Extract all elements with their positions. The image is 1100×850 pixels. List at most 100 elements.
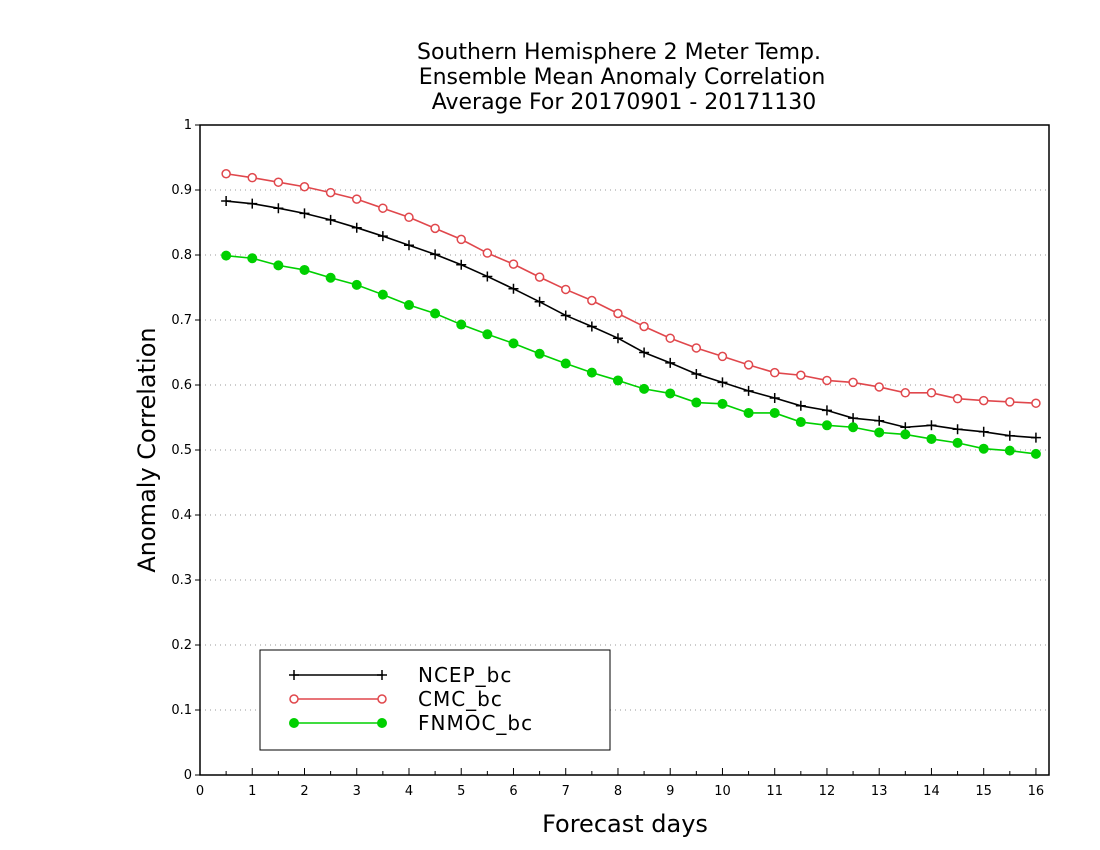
y-tick-label: 0.3	[171, 573, 192, 588]
y-tick-label: 0.9	[171, 183, 192, 198]
x-tick-label: 6	[509, 784, 517, 799]
data-point	[639, 383, 650, 394]
data-point	[586, 321, 597, 332]
data-point	[560, 358, 571, 369]
data-point	[612, 333, 623, 344]
data-point	[247, 253, 258, 264]
series-line	[226, 254, 1037, 455]
legend-entry-NCEP_bc: NCEP_bc	[289, 663, 512, 687]
data-point	[430, 223, 440, 234]
data-point	[221, 196, 232, 207]
data-point	[1031, 398, 1041, 408]
data-point	[430, 249, 441, 260]
data-point	[508, 338, 519, 349]
data-point	[378, 203, 388, 213]
x-tick-label: 16	[1028, 784, 1045, 799]
data-point	[560, 310, 571, 321]
data-point	[691, 368, 702, 379]
data-point	[848, 413, 859, 424]
chart-title-line-3: Average For 20170901 - 20171130	[432, 90, 817, 115]
data-point	[978, 443, 989, 454]
data-point	[821, 405, 832, 416]
data-point	[795, 417, 806, 428]
data-point	[325, 272, 336, 283]
data-point	[874, 415, 885, 426]
data-point	[796, 370, 806, 380]
series-FNMOC_bc	[221, 250, 1041, 459]
data-point	[1030, 448, 1041, 459]
data-point	[743, 385, 754, 396]
data-point	[273, 177, 284, 187]
data-point	[482, 271, 493, 282]
data-point	[874, 427, 885, 438]
data-point	[534, 348, 545, 359]
y-tick-label: 0.7	[171, 313, 192, 328]
data-point	[717, 351, 728, 362]
legend-marker	[289, 670, 299, 680]
data-point	[587, 295, 597, 306]
data-point	[978, 395, 989, 406]
y-tick-label: 0.1	[171, 703, 192, 718]
data-point	[978, 426, 989, 437]
data-point	[404, 212, 414, 223]
data-point	[247, 172, 257, 183]
legend-box	[259, 649, 611, 751]
data-point	[639, 321, 649, 332]
data-point	[247, 198, 258, 209]
data-point	[795, 400, 806, 411]
x-axis: 0 1 2 3 4 5 6 7 8 9 10 11 12 13 14 15 16	[196, 768, 1044, 799]
x-tick-label: 4	[405, 784, 413, 799]
x-tick-label: 13	[871, 784, 888, 799]
data-point	[221, 169, 231, 179]
data-point	[743, 407, 754, 418]
data-point	[1004, 430, 1015, 441]
series-line	[226, 200, 1036, 439]
x-tick-label: 15	[975, 784, 992, 799]
data-point	[560, 284, 571, 295]
data-point	[691, 343, 702, 353]
data-point	[351, 279, 362, 290]
x-tick-label: 5	[457, 784, 465, 799]
data-point	[612, 375, 623, 386]
data-point	[534, 296, 545, 307]
x-axis-label: Forecast days	[542, 810, 708, 838]
series-line	[226, 172, 1036, 404]
data-point	[299, 182, 310, 192]
data-point	[874, 382, 884, 392]
y-tick-label: 0	[184, 768, 192, 783]
data-point	[952, 437, 963, 448]
grid-lines	[200, 189, 1049, 711]
data-point	[325, 187, 336, 198]
chart-title: Southern Hemisphere 2 Meter Temp. Ensemb…	[417, 40, 825, 115]
chart-title-line-1: Southern Hemisphere 2 Meter Temp.	[417, 40, 821, 65]
y-axis: 0 0.1 0.2 0.3 0.4 0.5 0.6 0.7 0.8 0.9 1	[171, 118, 200, 783]
legend-label: NCEP_bc	[418, 663, 512, 687]
data-point	[273, 260, 284, 271]
x-tick-label: 9	[666, 784, 674, 799]
legend-entry-FNMOC_bc: FNMOC_bc	[289, 711, 533, 735]
data-point	[717, 398, 728, 409]
data-point	[926, 420, 937, 431]
data-point	[717, 377, 728, 388]
data-point	[482, 329, 493, 340]
x-tick-label: 8	[614, 784, 622, 799]
chart-title-line-2: Ensemble Mean Anomaly Correlation	[419, 65, 826, 90]
data-point	[325, 214, 336, 225]
data-point	[665, 388, 676, 399]
y-tick-label: 0.5	[171, 443, 192, 458]
data-point	[403, 300, 414, 311]
data-point	[639, 347, 650, 358]
legend-label: FNMOC_bc	[418, 711, 533, 735]
series-layer	[221, 169, 1041, 459]
x-tick-label: 11	[766, 784, 783, 799]
y-tick-label: 1	[184, 118, 192, 133]
y-tick-label: 0.6	[171, 378, 192, 393]
legend-marker	[377, 718, 387, 728]
data-point	[482, 248, 493, 258]
data-point	[299, 208, 310, 219]
data-point	[1030, 432, 1041, 443]
data-point	[351, 222, 362, 233]
